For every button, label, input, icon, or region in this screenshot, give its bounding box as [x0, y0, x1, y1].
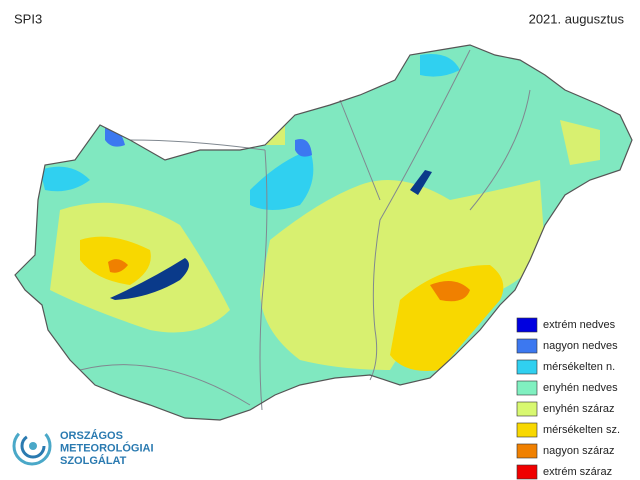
legend-label: enyhén nedves — [543, 382, 618, 394]
logo-line: METEOROLÓGIAI — [60, 441, 154, 454]
map-date: 2021. augusztus — [529, 11, 625, 26]
river-danube — [259, 149, 268, 411]
legend-label: extrém száraz — [543, 466, 612, 478]
logo-line: ORSZÁGOS — [60, 429, 123, 442]
legend-label: nagyon nedves — [543, 340, 618, 352]
legend-label: nagyon száraz — [543, 445, 615, 457]
legend-label: mérsékelten sz. — [543, 424, 620, 436]
legend-swatch — [516, 338, 538, 354]
legend-swatch — [516, 359, 538, 375]
map — [14, 44, 633, 421]
legend-swatch — [516, 380, 538, 396]
legend-label: enyhén száraz — [543, 403, 615, 415]
legend-label: mérsékelten n. — [543, 361, 615, 373]
logo-line: SZOLGÁLAT — [60, 454, 127, 467]
logo — [12, 426, 52, 466]
legend-swatch — [516, 317, 538, 333]
lake-balaton — [110, 258, 189, 300]
legend-swatch — [516, 401, 538, 417]
lake-tisza — [410, 170, 432, 195]
legend-swatch — [516, 443, 538, 459]
river — [79, 364, 251, 406]
legend-label: extrém nedves — [543, 319, 616, 331]
map-title: SPI3 — [14, 11, 42, 26]
legend: extrém nedves nagyon nedves mérsékelten n.… — [516, 317, 620, 480]
legend-swatch — [516, 422, 538, 438]
legend-swatch — [516, 464, 538, 480]
river-tisza — [369, 49, 471, 381]
river — [469, 89, 531, 211]
river — [339, 99, 381, 201]
